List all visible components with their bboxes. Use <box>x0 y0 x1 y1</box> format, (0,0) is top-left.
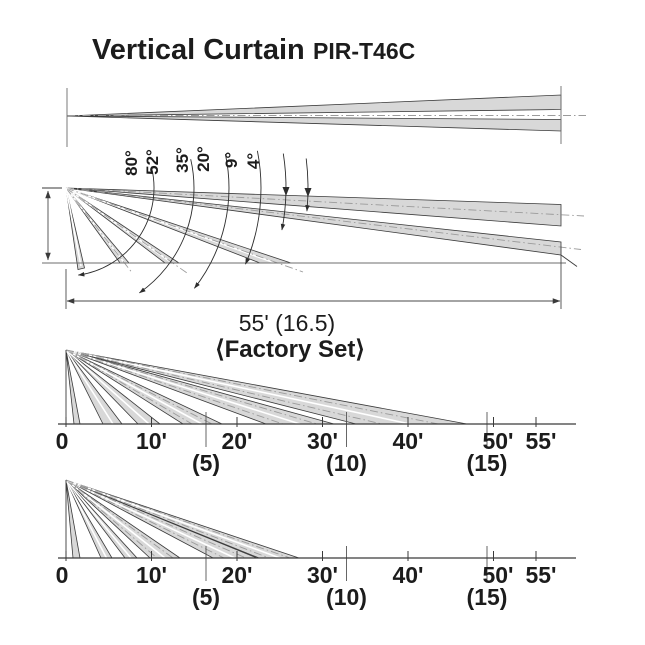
arc-80deg <box>77 166 155 277</box>
ff-meter-label-5: (5) <box>192 450 220 476</box>
lf-tick-label-10: 10' <box>136 562 167 588</box>
ff-beam-4-centerline-b <box>65 349 213 425</box>
lf-beam-5-centerline-a <box>65 479 225 559</box>
factory-set-label: ⟨Factory Set⟩ <box>215 336 364 363</box>
ff-tick-label-30: 30' <box>307 428 338 454</box>
angle-label-9: 9° <box>222 152 241 168</box>
angle-fan-view: 80° 52° 35° 20° 9° 4° 55' (16.5) <box>42 146 585 336</box>
lf-tick-label-55: 55' <box>525 562 556 588</box>
angle-label-80: 80° <box>122 150 141 176</box>
ff-tick-label-55: 55' <box>525 428 556 454</box>
lf-tick-label-30: 30' <box>307 562 338 588</box>
beam-52deg-centerline <box>65 187 132 273</box>
ff-beam-6-centerline-b <box>65 349 439 425</box>
lf-tick-label-40: 40' <box>392 562 423 588</box>
side-beam-upper-lobe <box>66 94 562 117</box>
lowered-aim-fan: 0 10' 20' 30' 40' 50' 55' (5) (10) (15) <box>56 479 576 610</box>
ff-meter-label-15: (15) <box>467 450 508 476</box>
ff-meter-label-10: (10) <box>326 450 367 476</box>
beam-4deg-centerline <box>65 187 585 217</box>
lf-beam-5-centerline-b <box>65 479 247 559</box>
ff-beam-4-centerline-a <box>65 349 193 425</box>
ff-beam-5-centerline-a <box>65 349 284 425</box>
ff-beam-4-gap <box>65 349 203 425</box>
ff-tick-label-0: 0 <box>56 428 69 454</box>
ff-tick-label-20: 20' <box>221 428 252 454</box>
ff-beam-5-centerline-b <box>65 349 318 425</box>
lf-beam-4-centerline-a <box>65 479 158 559</box>
lf-beam-4-centerline-b <box>65 479 174 559</box>
lf-beam-6-gap <box>65 479 281 559</box>
lf-meter-label-15: (15) <box>467 584 508 610</box>
arc-9deg-reference-arrowhead <box>282 187 290 196</box>
lf-tick-label-50: 50' <box>482 562 513 588</box>
factory-fan-beams <box>65 349 468 425</box>
ff-beam-3-gap <box>65 349 150 425</box>
ff-beam-6-centerline-a <box>65 349 383 425</box>
angle-label-52: 52° <box>143 149 162 175</box>
lf-tick-label-0: 0 <box>56 562 69 588</box>
arc-20deg <box>245 150 262 265</box>
lf-axis-ticks <box>65 551 537 561</box>
title-block: Vertical Curtain PIR-T46C <box>92 34 415 66</box>
model-number: PIR-T46C <box>313 38 415 64</box>
factory-fan-axis: 0 10' 20' 30' 40' 50' 55' (5) (10) (15) <box>56 412 576 476</box>
lf-meter-label-10: (10) <box>326 584 367 610</box>
ff-beam-2-gap <box>65 349 114 425</box>
factory-set-fan: 0 10' 20' 30' 40' 50' 55' (5) (10) (15) <box>56 349 576 476</box>
lf-axis-meter-labels: (5) (10) (15) <box>192 584 508 610</box>
ff-axis-ticks <box>65 417 537 427</box>
ff-axis-feet-labels: 0 10' 20' 30' 40' 50' 55' <box>56 428 557 454</box>
side-profile-view <box>66 86 586 147</box>
lowered-fan-axis: 0 10' 20' 30' 40' 50' 55' (5) (10) (15) <box>56 546 576 610</box>
range-dimension-label: 55' (16.5) <box>239 310 335 336</box>
lowered-fan-beams <box>65 479 300 559</box>
lf-beam-4-gap <box>65 479 166 559</box>
lf-beam-3-gap <box>65 479 132 559</box>
beam-80deg-gap <box>65 187 82 267</box>
ff-tick-label-10: 10' <box>136 428 167 454</box>
arc-4deg <box>305 158 310 212</box>
arc-52deg <box>139 159 195 294</box>
ff-beam-5-gap <box>65 349 301 425</box>
side-beam-lower-lobe <box>66 115 562 132</box>
page-title: Vertical Curtain <box>92 34 305 66</box>
lf-beam-6-centerline-b <box>65 479 291 559</box>
lf-beam-6-centerline-a <box>65 479 270 559</box>
fan-dimensions <box>42 187 566 309</box>
ff-tick-label-40: 40' <box>392 428 423 454</box>
ff-beam-6-gap <box>65 349 411 425</box>
beam-9deg-centerline <box>65 187 582 250</box>
angle-labels: 80° 52° 35° 20° 9° 4° <box>122 146 263 176</box>
arc-4deg-reference-arrowhead <box>304 188 312 197</box>
beam-4deg <box>65 187 562 227</box>
lf-beam-5-gap <box>65 479 236 559</box>
lf-beam-2-gap <box>65 479 108 559</box>
angle-label-35: 35° <box>173 147 192 173</box>
ff-axis-meter-labels: (5) (10) (15) <box>192 450 508 476</box>
arc-35deg <box>194 154 230 289</box>
beam-9deg-edge-extension <box>560 254 578 267</box>
lf-tick-label-20: 20' <box>221 562 252 588</box>
angle-arcs <box>77 150 312 294</box>
ff-tick-label-50: 50' <box>482 428 513 454</box>
lf-axis-feet-labels: 0 10' 20' 30' 40' 50' 55' <box>56 562 557 588</box>
angle-label-4: 4° <box>244 153 263 169</box>
beam-20deg-centerline <box>65 187 304 273</box>
angle-label-20: 20° <box>194 146 213 172</box>
fan-beams <box>65 187 585 274</box>
lf-meter-label-5: (5) <box>192 584 220 610</box>
beam-35deg-centerline <box>65 187 188 274</box>
